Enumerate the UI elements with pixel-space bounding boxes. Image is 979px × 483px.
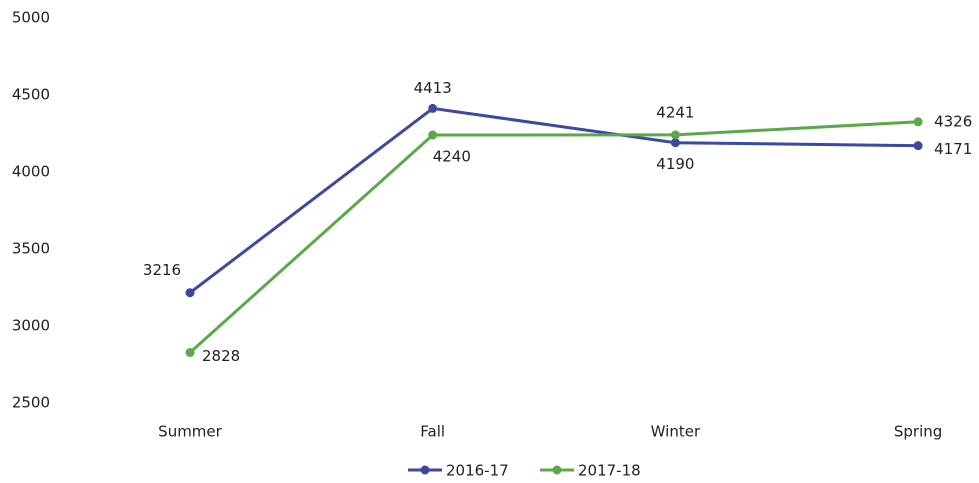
data-label: 4171 [934, 140, 972, 158]
data-label: 4413 [414, 79, 452, 97]
series-line [189, 106, 919, 294]
x-tick-label: Summer [158, 423, 222, 441]
series-line [188, 120, 919, 354]
data-label: 4190 [656, 155, 694, 173]
data-point [428, 130, 438, 140]
data-label: 4326 [934, 112, 972, 130]
legend-label: 2016-17 [446, 462, 509, 480]
y-tick-label: 3500 [12, 240, 50, 258]
y-tick-label: 4500 [12, 86, 50, 104]
data-point [185, 288, 195, 298]
data-point [670, 138, 680, 148]
data-point [428, 103, 438, 113]
x-tick-label: Fall [420, 423, 445, 441]
legend-label: 2017-18 [578, 462, 641, 480]
data-label: 4241 [656, 103, 694, 121]
x-tick-label: Winter [651, 423, 701, 441]
legend-marker [552, 465, 562, 475]
data-label: 3216 [143, 261, 181, 279]
data-label: 4240 [433, 148, 471, 166]
y-tick-label: 5000 [12, 9, 50, 27]
data-label: 2828 [202, 347, 240, 365]
data-point [913, 141, 923, 151]
data-point [185, 347, 195, 357]
y-tick-label: 2500 [12, 394, 50, 412]
legend-marker [420, 465, 430, 475]
y-tick-label: 4000 [12, 163, 50, 181]
data-point [670, 130, 680, 140]
x-tick-label: Spring [894, 423, 942, 441]
y-tick-label: 3000 [12, 317, 50, 335]
data-point [913, 117, 923, 127]
